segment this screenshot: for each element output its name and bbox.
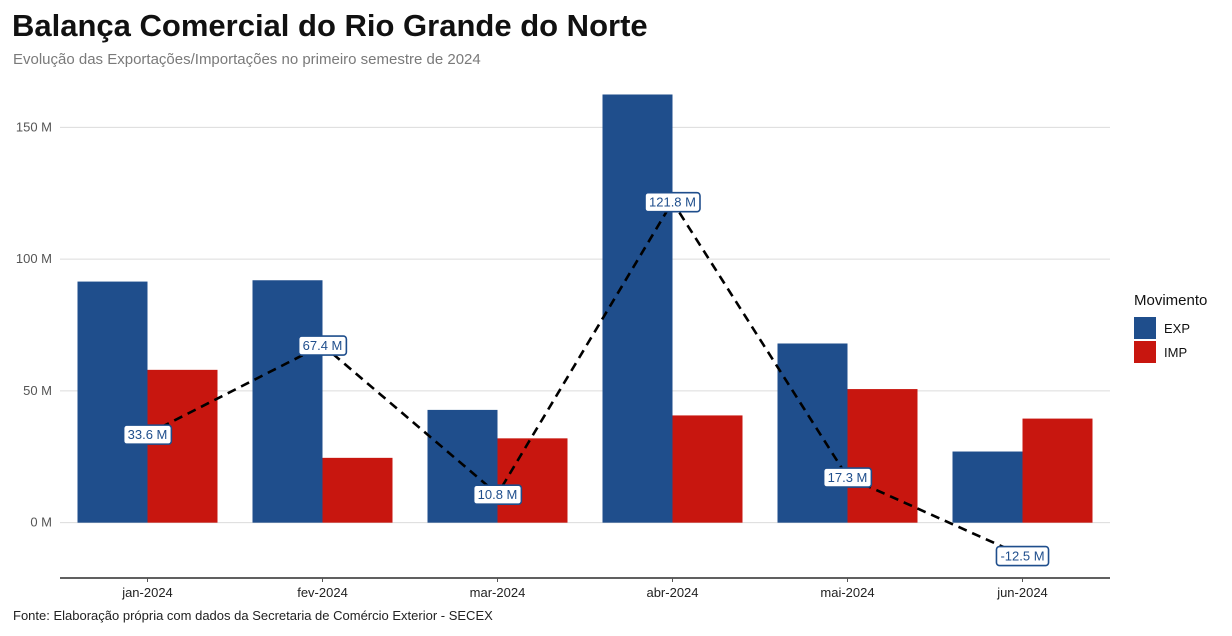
bar-imp (672, 415, 743, 523)
bar-imp (322, 457, 393, 523)
balance-label-text: 33.6 M (128, 427, 168, 442)
bar-layer (77, 94, 1093, 523)
balance-label-box (644, 191, 701, 213)
balance-label-box (297, 335, 348, 356)
x-tick-label: mai-2024 (820, 585, 874, 600)
chart-subtitle: Evolução das Exportações/Importações no … (13, 51, 481, 68)
legend-label-imp: IMP (1164, 344, 1188, 360)
bar-exp (777, 343, 848, 523)
balance-label: 17.3 M (822, 467, 873, 488)
balance-label-text: 67.4 M (303, 338, 343, 353)
y-tick-label: 150 M (16, 119, 52, 134)
bar-exp (952, 451, 1023, 523)
bar-exp (252, 280, 323, 523)
balance-label-box (995, 545, 1050, 567)
balance-label-text: -12.5 M (1000, 549, 1044, 564)
balance-label-text: 121.8 M (649, 195, 696, 210)
x-tick-label: mar-2024 (470, 585, 526, 600)
legend-item-exp: EXP (1134, 317, 1207, 339)
chart-title: Balança Comercial do Rio Grande do Norte (12, 8, 648, 43)
balance-line-layer (146, 199, 1024, 557)
balance-label-box (122, 424, 173, 445)
legend: Movimento EXP IMP (1134, 292, 1207, 365)
balance-label-box (472, 484, 523, 506)
legend-item-imp: IMP (1134, 341, 1207, 363)
balance-label-box (822, 467, 873, 488)
chart-caption: Fonte: Elaboração própria com dados da S… (13, 608, 493, 623)
y-tick-label: 50 M (23, 383, 52, 398)
balance-label-text: 17.3 M (828, 470, 868, 485)
legend-swatch-imp (1134, 341, 1156, 363)
bar-imp (1022, 418, 1093, 523)
legend-swatch-exp (1134, 317, 1156, 339)
bar-imp (147, 369, 218, 523)
balance-label: 67.4 M (297, 335, 348, 356)
y-tick-label: 100 M (16, 251, 52, 266)
x-tick-label: abr-2024 (646, 585, 698, 600)
x-tick-label: fev-2024 (297, 585, 348, 600)
bar-imp (497, 438, 568, 523)
bar-exp (602, 94, 673, 523)
balance-label: 33.6 M (122, 424, 173, 445)
x-tick-label: jan-2024 (121, 585, 173, 600)
legend-title: Movimento (1134, 292, 1208, 309)
x-tick-label: jun-2024 (996, 585, 1048, 600)
y-tick-label: 0 M (30, 515, 52, 530)
legend-label-exp: EXP (1164, 320, 1191, 336)
balance-line (146, 199, 1024, 557)
balance-label: 121.8 M (644, 191, 701, 213)
bar-exp (77, 281, 148, 523)
bar-exp (427, 409, 498, 523)
balance-label: -12.5 M (995, 545, 1050, 567)
balance-label-layer: 33.6 M 67.4 M 10.8 M 121.8 M 17.3 M -12.5 M (122, 191, 1050, 567)
balance-label-text: 10.8 M (478, 487, 518, 502)
bar-imp (847, 389, 918, 523)
axis-layer: 0 M 50 M 100 M 150 M jan-2024 fev-2024 mar-202… (16, 119, 1110, 600)
balance-label: 10.8 M (472, 484, 523, 506)
